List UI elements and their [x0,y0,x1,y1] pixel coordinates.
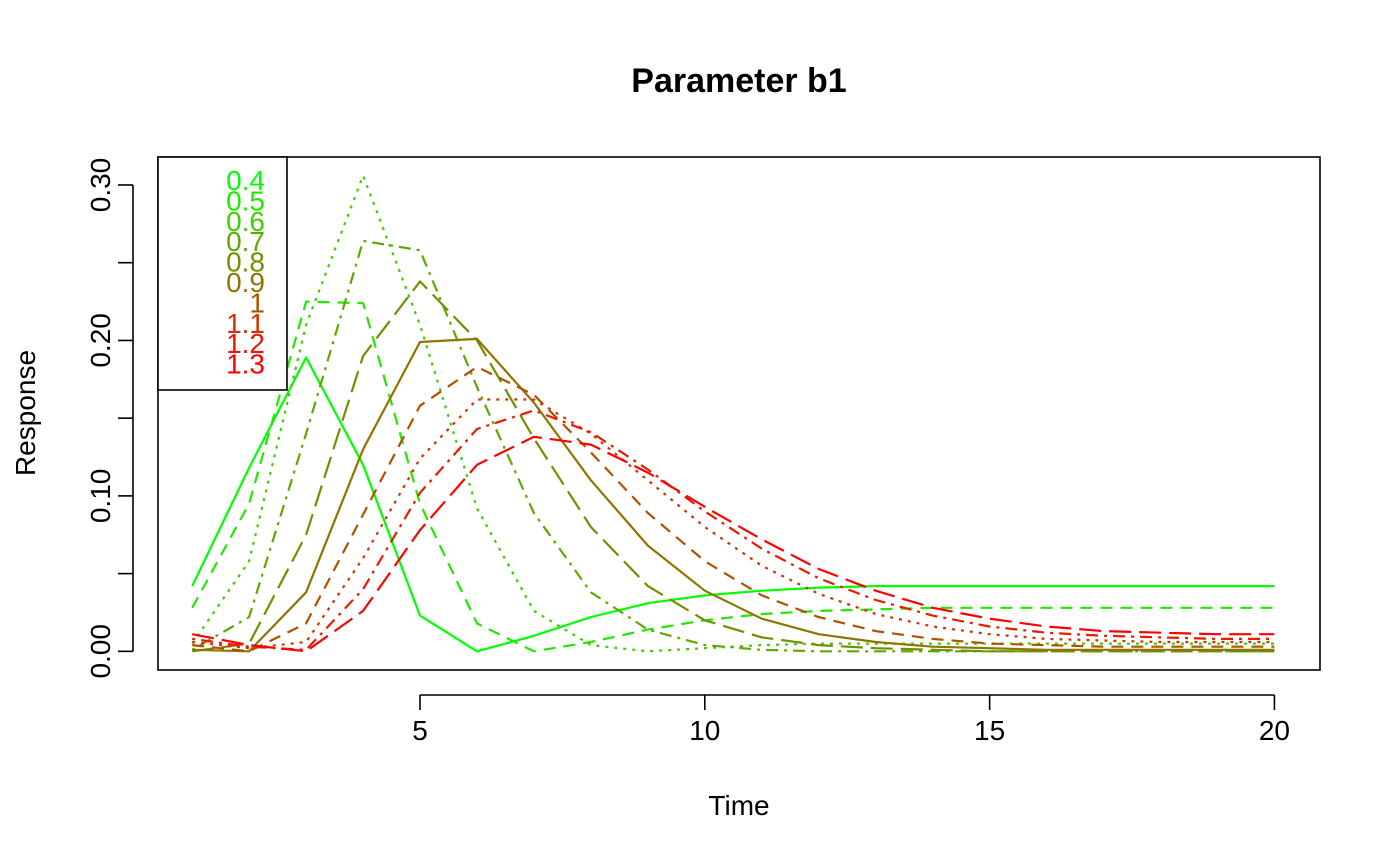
legend-entry: 1.2 [226,328,265,359]
legend-entry: 0.8 [226,247,265,278]
legend-entry: 1.1 [226,308,265,339]
series-line-0-8 [192,280,1275,653]
chart-title: Parameter b1 [631,62,846,100]
series-line-0-5 [191,300,1275,653]
legend-entry: 1 [249,287,265,318]
y-axis-label: Response [10,350,41,476]
y-tick-label: 0.10 [85,469,116,524]
legend-entry: 1.3 [226,349,265,380]
y-tick-label: 0.30 [85,158,116,213]
legend-items: 0.40.50.60.70.80.911.11.21.3 [226,165,265,380]
x-tick-label: 5 [412,715,428,746]
series-line-1-1 [192,398,1275,650]
y-tick-label: 0.00 [85,624,116,679]
series-line-1-2 [192,409,1275,651]
legend-entry: 0.6 [226,206,265,237]
y-tick-label: 0.20 [85,313,116,368]
legend-entry: 0.9 [226,267,265,298]
legend-entry: 0.7 [226,226,265,257]
series-line-0-6 [191,174,1275,653]
axes: 5 10 15 20 0.00 0.10 0.20 0.30 [85,158,1290,746]
series-line-0-9 [192,337,1275,653]
series-line-0-4 [191,356,1275,653]
legend-entry: 0.5 [226,185,265,216]
series-line-1 [192,365,1275,653]
x-tick-label: 10 [689,715,720,746]
series-line-0-7 [191,239,1275,653]
x-tick-label: 20 [1259,715,1290,746]
series-line-1-3 [191,435,1275,653]
x-axis-label: Time [708,790,769,821]
legend-box [157,156,288,391]
plot-frame [157,156,1321,671]
x-tick-label: 15 [974,715,1005,746]
legend-entry: 0.4 [226,165,265,196]
legend: 0.40.50.60.70.80.911.11.21.3 [157,156,288,391]
series-layer [191,174,1275,653]
